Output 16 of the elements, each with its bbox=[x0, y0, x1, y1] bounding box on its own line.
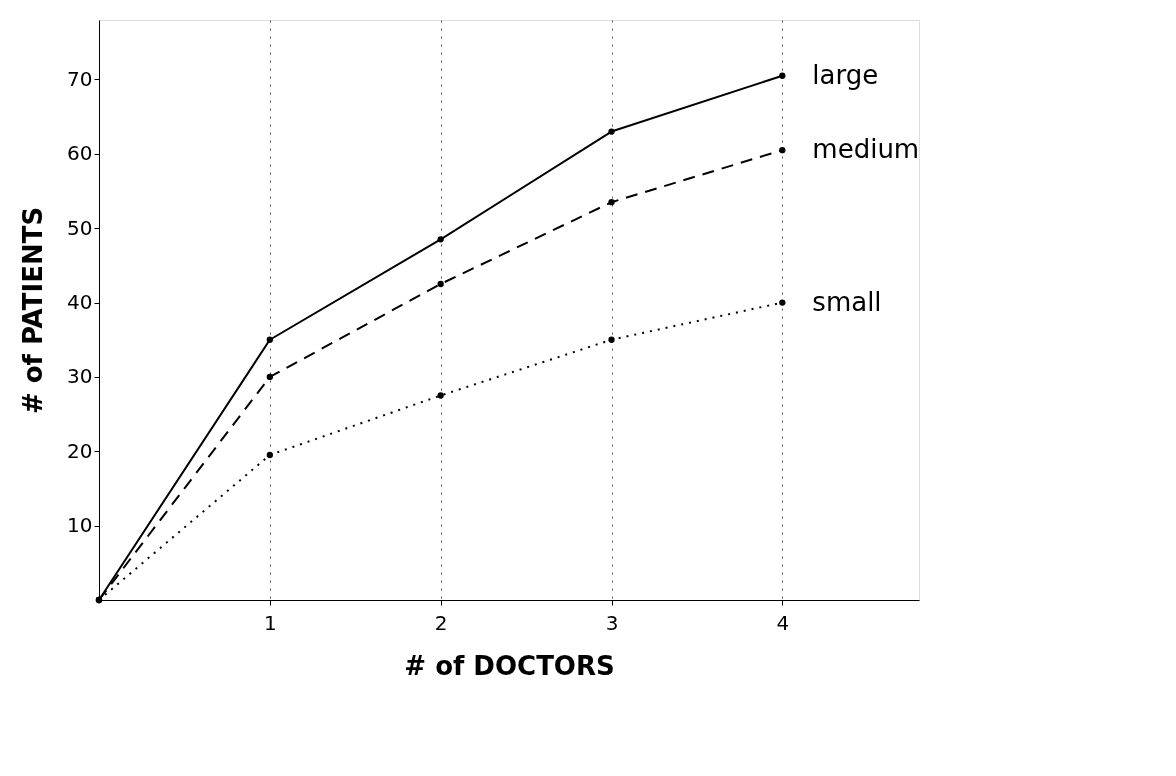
y-tick-label: 50 bbox=[67, 215, 93, 240]
x-tick-label: 1 bbox=[263, 610, 277, 635]
x-tick-label: 4 bbox=[776, 610, 790, 635]
y-tick-label: 10 bbox=[67, 513, 93, 538]
y-tick-label: 70 bbox=[67, 66, 93, 91]
y-tick-label: 30 bbox=[67, 364, 93, 389]
series-label: medium bbox=[812, 134, 920, 165]
y-tick-label: 20 bbox=[67, 438, 93, 463]
x-tick-label: 3 bbox=[605, 610, 619, 635]
x-axis-title: # of DOCTORS bbox=[404, 650, 615, 681]
y-tick-label: 60 bbox=[67, 141, 93, 166]
series-label: large bbox=[812, 59, 879, 90]
x-tick-label: 2 bbox=[434, 610, 448, 635]
y-tick-label: 40 bbox=[67, 290, 93, 315]
series-label: small bbox=[812, 286, 882, 317]
y-axis-title: # of PATIENTS bbox=[18, 206, 49, 415]
